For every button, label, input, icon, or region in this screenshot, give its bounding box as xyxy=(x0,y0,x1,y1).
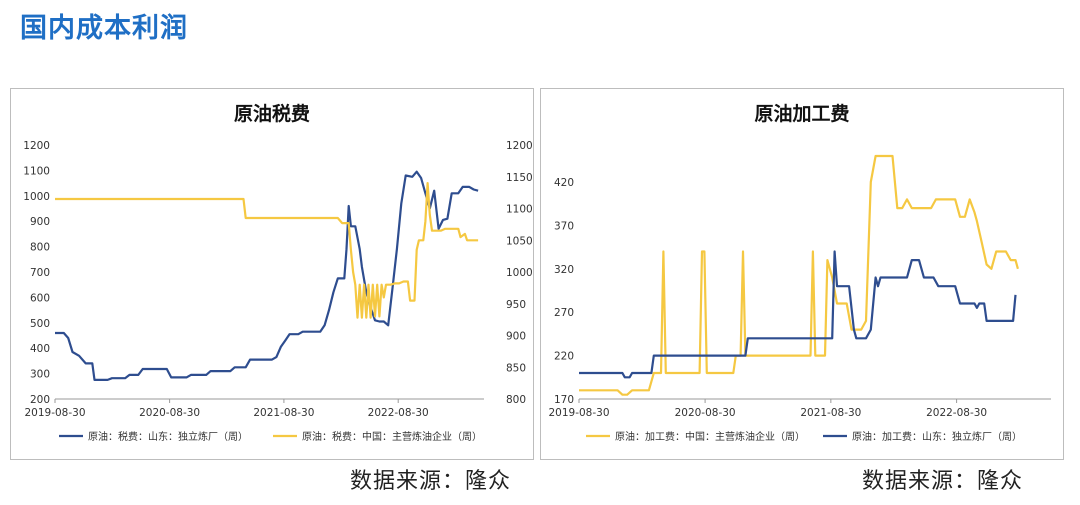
chart-title: 原油加工费 xyxy=(754,103,849,125)
page-title: 国内成本利润 xyxy=(20,13,188,44)
y-tick-label-left: 1100 xyxy=(23,165,50,177)
y-tick-label-left: 400 xyxy=(30,343,50,355)
y-tick-label-right: 1100 xyxy=(506,204,533,216)
legend-label: 原油：税费：中国：主营炼油企业（周） xyxy=(302,430,482,443)
y-tick-label-left: 900 xyxy=(30,216,50,228)
series-line-2 xyxy=(579,250,1017,379)
x-tick-label: 2020-08-30 xyxy=(675,407,736,419)
y-tick-label-left: 700 xyxy=(30,267,50,279)
chart-tax-svg: 原油税费 200 300 400 500 600 700 800 900 1000 1100 1200… xyxy=(23,102,533,443)
series-line-1 xyxy=(55,170,479,381)
y-tick-label-right: 850 xyxy=(506,362,526,374)
y-tick-label-right: 900 xyxy=(506,331,526,343)
x-tick-label: 2019-08-30 xyxy=(24,407,85,419)
y-tick-label-left: 200 xyxy=(30,394,50,406)
chart-panel-tax: 原油税费 200 300 400 500 600 700 800 900 1000 1100 1200… xyxy=(10,88,534,460)
legend-label: 原油：加工费：中国：主营炼油企业（周） xyxy=(615,430,805,443)
y-tick-label-left: 500 xyxy=(30,318,50,330)
chart-processing-svg: 原油加工费 170 220 270 320 370 420 2019-08-30 2020-08… xyxy=(548,103,1051,443)
y-tick-label-left: 600 xyxy=(30,292,50,304)
y-tick-label-right: 950 xyxy=(506,299,526,311)
y-tick-label-left: 270 xyxy=(554,307,574,319)
y-tick-label-left: 1200 xyxy=(23,140,50,152)
legend-label: 原油：税费：山东：独立炼厂（周） xyxy=(88,430,248,443)
series-line-2 xyxy=(55,181,479,319)
y-tick-label-left: 420 xyxy=(554,177,574,189)
x-tick-label: 2022-08-30 xyxy=(368,407,429,419)
x-tick-label: 2020-08-30 xyxy=(139,407,200,419)
x-tick-label: 2021-08-30 xyxy=(253,407,314,419)
y-tick-label-left: 300 xyxy=(30,369,50,381)
chart-title: 原油税费 xyxy=(234,102,310,125)
source-note-left: 数据来源：隆众 xyxy=(350,469,512,494)
x-tick-label: 2022-08-30 xyxy=(926,407,987,419)
y-tick-label-right: 1200 xyxy=(506,140,533,152)
y-tick-label-left: 1000 xyxy=(23,191,50,203)
y-tick-label-left: 170 xyxy=(554,394,574,406)
chart-panel-processing: 原油加工费 170 220 270 320 370 420 2019-08-30 2020-08… xyxy=(540,88,1064,460)
series-line-1 xyxy=(579,154,1019,396)
x-tick-label: 2019-08-30 xyxy=(548,407,609,419)
y-tick-label-left: 320 xyxy=(554,264,574,276)
source-note-right: 数据来源：隆众 xyxy=(862,469,1024,494)
y-tick-label-right: 1000 xyxy=(506,267,533,279)
y-tick-label-right: 1150 xyxy=(506,172,533,184)
x-tick-label: 2021-08-30 xyxy=(800,407,861,419)
y-tick-label-left: 220 xyxy=(554,351,574,363)
y-tick-label-left: 370 xyxy=(554,220,574,232)
y-tick-label-right: 1050 xyxy=(506,235,533,247)
y-tick-label-right: 800 xyxy=(506,394,526,406)
y-tick-label-left: 800 xyxy=(30,242,50,254)
legend-label: 原油：加工费：山东：独立炼厂（周） xyxy=(852,430,1022,443)
